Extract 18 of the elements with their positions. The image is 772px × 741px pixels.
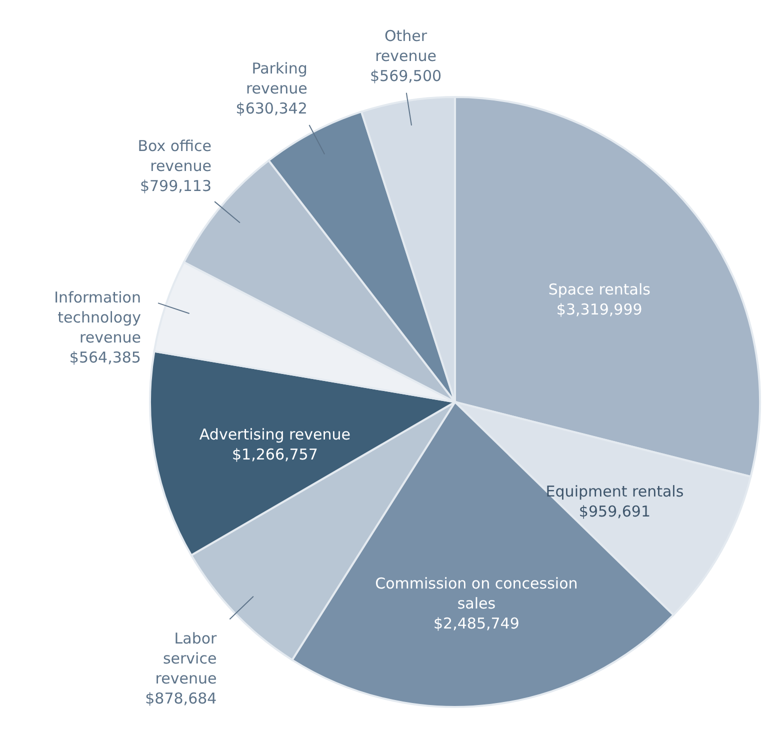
slice-label: Commission on concession sales <box>375 574 578 613</box>
data-label: $630,342 <box>236 99 308 118</box>
slice-label: Parking revenue <box>246 59 308 98</box>
slice-label: Advertising revenue <box>199 426 350 444</box>
data-label: $569,500 <box>370 66 442 85</box>
slice-label: Equipment rentals <box>546 482 684 500</box>
data-label: $878,684 <box>145 690 217 708</box>
data-label: $3,319,999 <box>556 300 642 319</box>
data-label: $564,385 <box>69 348 141 366</box>
data-label: $799,113 <box>140 177 212 196</box>
slice-label: Space rentals <box>548 280 651 299</box>
slice-label: Box office revenue <box>138 137 212 176</box>
slice-label: Labor service revenue <box>155 630 218 688</box>
data-label: $959,691 <box>578 502 651 520</box>
data-label: $2,485,749 <box>434 614 520 633</box>
slice-label: Other revenue <box>375 26 436 65</box>
data-label: $1,266,757 <box>232 446 318 464</box>
slice-label: Information technology revenue <box>54 288 142 346</box>
